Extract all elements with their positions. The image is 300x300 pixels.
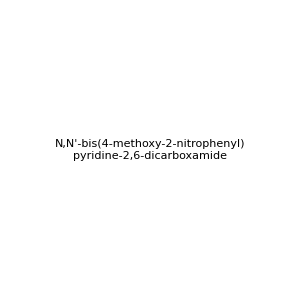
Text: N,N'-bis(4-methoxy-2-nitrophenyl)
pyridine-2,6-dicarboxamide: N,N'-bis(4-methoxy-2-nitrophenyl) pyridi…	[55, 139, 245, 161]
